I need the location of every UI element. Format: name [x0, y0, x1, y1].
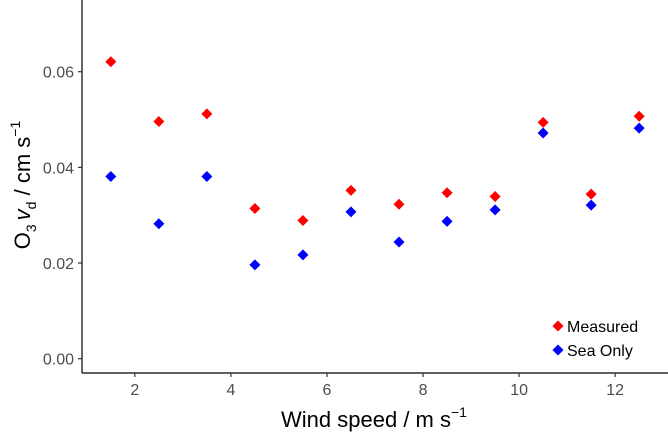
point-sea-only [489, 204, 501, 216]
data-points [105, 56, 645, 271]
point-measured [489, 191, 501, 203]
point-measured [441, 187, 453, 199]
x-axis-title: Wind speed / m s−1 [281, 404, 467, 432]
point-measured [537, 116, 549, 128]
point-measured [249, 202, 261, 214]
point-sea-only [345, 206, 357, 218]
y-axis-title: O3 vd / cm s−1 [7, 121, 39, 250]
x-tick-label: 8 [419, 382, 428, 399]
legend-label-measured: Measured [567, 319, 638, 336]
point-sea-only [585, 199, 597, 211]
legend-key-sea-only [552, 344, 564, 356]
y-tick-label: 0.06 [43, 65, 74, 82]
y-axis-ticks: 0.00 0.02 0.04 0.06 [43, 65, 82, 369]
x-tick-label: 2 [130, 382, 139, 399]
point-measured [345, 184, 357, 196]
point-measured [393, 198, 405, 210]
point-sea-only [297, 249, 309, 261]
y-axis-title-sub1: 3 [23, 224, 39, 232]
x-axis-title-sup: −1 [451, 404, 467, 420]
point-sea-only [249, 259, 261, 271]
y-tick-label: 0.00 [43, 352, 74, 369]
point-measured [633, 110, 645, 122]
legend-label-sea-only: Sea Only [567, 343, 633, 360]
point-sea-only [537, 127, 549, 139]
point-measured [201, 108, 213, 120]
y-axis-title-sub2: d [23, 202, 39, 210]
y-tick-label: 0.02 [43, 256, 74, 273]
point-measured [105, 56, 117, 68]
x-tick-label: 4 [226, 382, 235, 399]
y-axis-title-rest: / cm s [10, 137, 35, 202]
y-tick-label: 0.04 [43, 160, 74, 177]
point-measured [153, 115, 165, 127]
legend: Measured Sea Only [552, 319, 638, 360]
y-axis-title-sup: −1 [7, 121, 23, 137]
x-tick-label: 10 [510, 382, 528, 399]
point-sea-only [153, 218, 165, 230]
y-axis-title-var: v [10, 207, 35, 220]
point-measured [297, 214, 309, 226]
point-sea-only [105, 170, 117, 182]
y-axis-title-main: O [10, 232, 35, 249]
point-measured [585, 188, 597, 200]
legend-key-measured [552, 320, 564, 332]
x-tick-label: 6 [323, 382, 332, 399]
point-sea-only [441, 215, 453, 227]
plot-area [81, 0, 668, 374]
x-axis-ticks: 2 4 6 8 10 12 [130, 373, 624, 399]
point-sea-only [633, 122, 645, 134]
point-sea-only [201, 170, 213, 182]
x-tick-label: 12 [606, 382, 624, 399]
x-axis-title-text: Wind speed / m s [281, 407, 451, 432]
point-sea-only [393, 236, 405, 248]
